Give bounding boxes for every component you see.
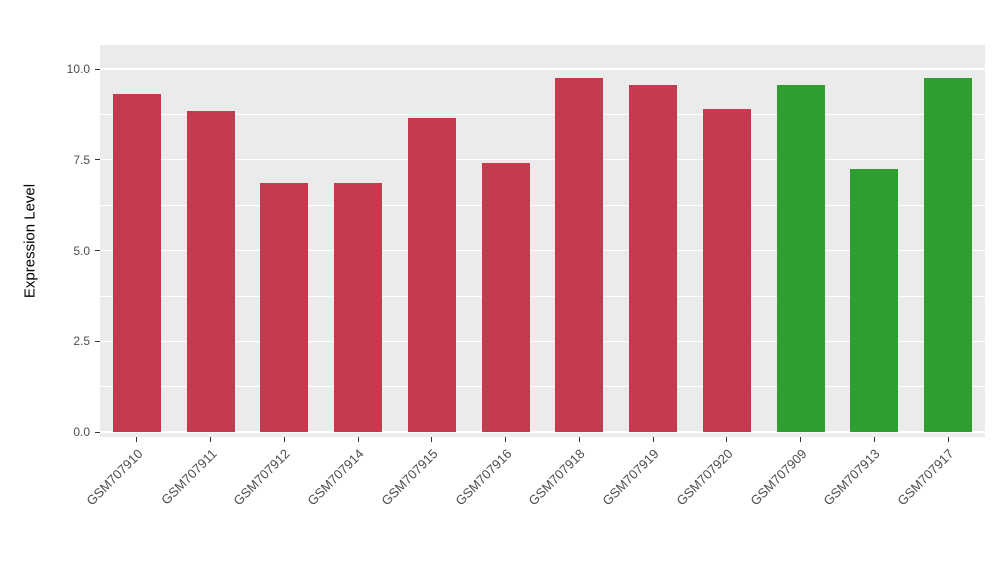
y-gridline-major (100, 249, 985, 252)
x-tick-mark (210, 437, 212, 442)
y-tick-label: 0.0 (73, 425, 90, 439)
x-tick-mark (431, 437, 433, 442)
x-tick-mark (578, 437, 580, 442)
x-tick-mark (136, 437, 138, 442)
bar-GSM707909 (776, 85, 825, 432)
bar-GSM707915 (407, 118, 456, 432)
x-tick-mark (800, 437, 802, 442)
x-tick-label-GSM707920: GSM707920 (673, 446, 736, 509)
y-gridline-major (100, 431, 985, 433)
y-tick-mark (95, 250, 100, 251)
x-tick-mark (505, 437, 507, 442)
x-tick-label-GSM707910: GSM707910 (83, 446, 146, 509)
bar-GSM707920 (702, 108, 751, 432)
bar-GSM707911 (186, 110, 235, 432)
y-tick-mark (95, 340, 100, 342)
bar-GSM707914 (334, 183, 383, 432)
x-tick-label-GSM707912: GSM707912 (230, 446, 294, 509)
x-tick-mark (357, 437, 359, 442)
x-tick-mark (652, 437, 654, 442)
x-tick-mark (726, 437, 728, 442)
plot-panel (100, 45, 985, 437)
x-tick-label-GSM707918: GSM707918 (525, 446, 589, 509)
y-gridline-major (100, 159, 985, 161)
x-tick-label-GSM707916: GSM707916 (451, 446, 515, 509)
x-tick-mark (873, 437, 875, 442)
x-tick-label-GSM707919: GSM707919 (599, 446, 662, 509)
y-gridline-minor (100, 295, 985, 297)
y-tick-label: 10.0 (66, 62, 90, 76)
y-tick-label: 7.5 (73, 152, 90, 167)
x-tick-label-GSM707911: GSM707911 (157, 446, 220, 508)
x-tick-mark (283, 437, 285, 442)
y-gridline-minor (100, 204, 985, 206)
bar-GSM707910 (112, 94, 161, 432)
y-tick-label: 5.0 (73, 243, 90, 258)
x-tick-label-GSM707914: GSM707914 (304, 446, 367, 509)
bar-GSM707919 (629, 85, 678, 432)
y-gridline-minor (100, 114, 985, 115)
bar-GSM707912 (260, 183, 309, 432)
y-gridline-major (100, 340, 985, 342)
y-axis-title: Expression Level (21, 183, 39, 299)
bar-GSM707916 (481, 163, 530, 432)
y-gridline-major (100, 68, 985, 70)
x-tick-label-GSM707915: GSM707915 (378, 446, 441, 509)
bar-GSM707913 (850, 168, 899, 432)
y-tick-label: 2.5 (73, 334, 90, 349)
y-gridline-minor (100, 386, 985, 387)
bar-GSM707917 (924, 78, 973, 432)
x-tick-mark (947, 437, 949, 442)
x-tick-label-GSM707909: GSM707909 (746, 446, 810, 509)
x-tick-label-GSM707917: GSM707917 (894, 446, 957, 509)
y-tick-mark (95, 68, 100, 70)
y-tick-mark (95, 431, 100, 433)
bar-GSM707918 (555, 78, 604, 432)
y-tick-mark (95, 159, 100, 161)
x-tick-label-GSM707913: GSM707913 (820, 446, 884, 509)
